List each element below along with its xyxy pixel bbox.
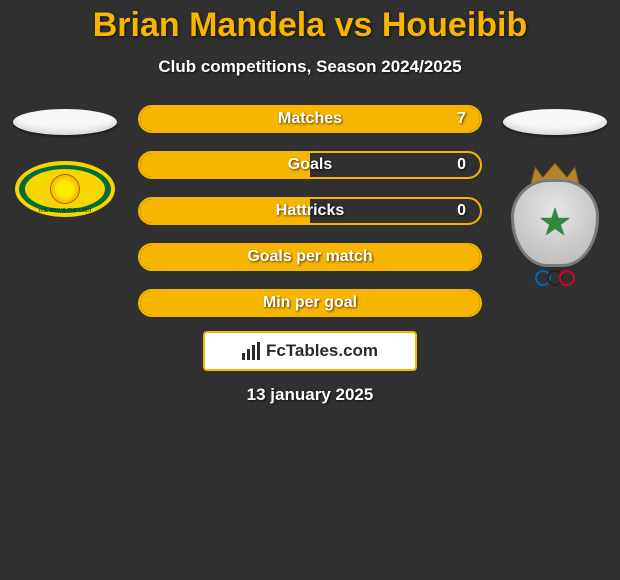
stat-bar: Hattricks 0: [138, 197, 482, 225]
shield-icon: ★: [511, 179, 599, 267]
comparison-card: Brian Mandela vs Houeibib Club competiti…: [0, 0, 620, 405]
stat-bar: Min per goal: [138, 289, 482, 317]
stat-right-value: 7: [457, 110, 466, 128]
star-icon: ★: [538, 204, 572, 242]
date-text: 13 january 2025: [0, 385, 620, 405]
branding-box[interactable]: FcTables.com: [203, 331, 417, 371]
left-team-logo-icon: THE SKY IS THE LIMIT: [15, 161, 115, 217]
stat-label: Goals per match: [247, 248, 372, 266]
stat-right-value: 0: [457, 202, 466, 220]
left-column: THE SKY IS THE LIMIT: [10, 107, 120, 217]
page-title: Brian Mandela vs Houeibib: [0, 6, 620, 45]
olympic-rings-icon: [523, 265, 587, 291]
stat-fill: [140, 153, 310, 177]
left-player-placeholder-icon: [13, 109, 117, 135]
branding-text: FcTables.com: [266, 341, 378, 361]
stat-label: Min per goal: [263, 294, 357, 312]
stat-bar: Goals per match: [138, 243, 482, 271]
right-team-logo-icon: ★: [505, 161, 605, 291]
stat-bar: Goals 0: [138, 151, 482, 179]
stat-label: Matches: [278, 110, 342, 128]
main-row: THE SKY IS THE LIMIT Matches7Goals0Hattr…: [0, 107, 620, 317]
stat-bar: Matches 7: [138, 105, 482, 133]
right-column: ★: [500, 107, 610, 291]
stat-right-value: 0: [457, 156, 466, 174]
stat-label: Goals: [288, 156, 332, 174]
subtitle: Club competitions, Season 2024/2025: [0, 57, 620, 77]
stats-column: Matches 7 Goals 0 Hattricks 0 Goals per match M…: [138, 105, 482, 317]
bar-chart-icon: [242, 342, 260, 360]
right-player-placeholder-icon: [503, 109, 607, 135]
stat-label: Hattricks: [276, 202, 344, 220]
